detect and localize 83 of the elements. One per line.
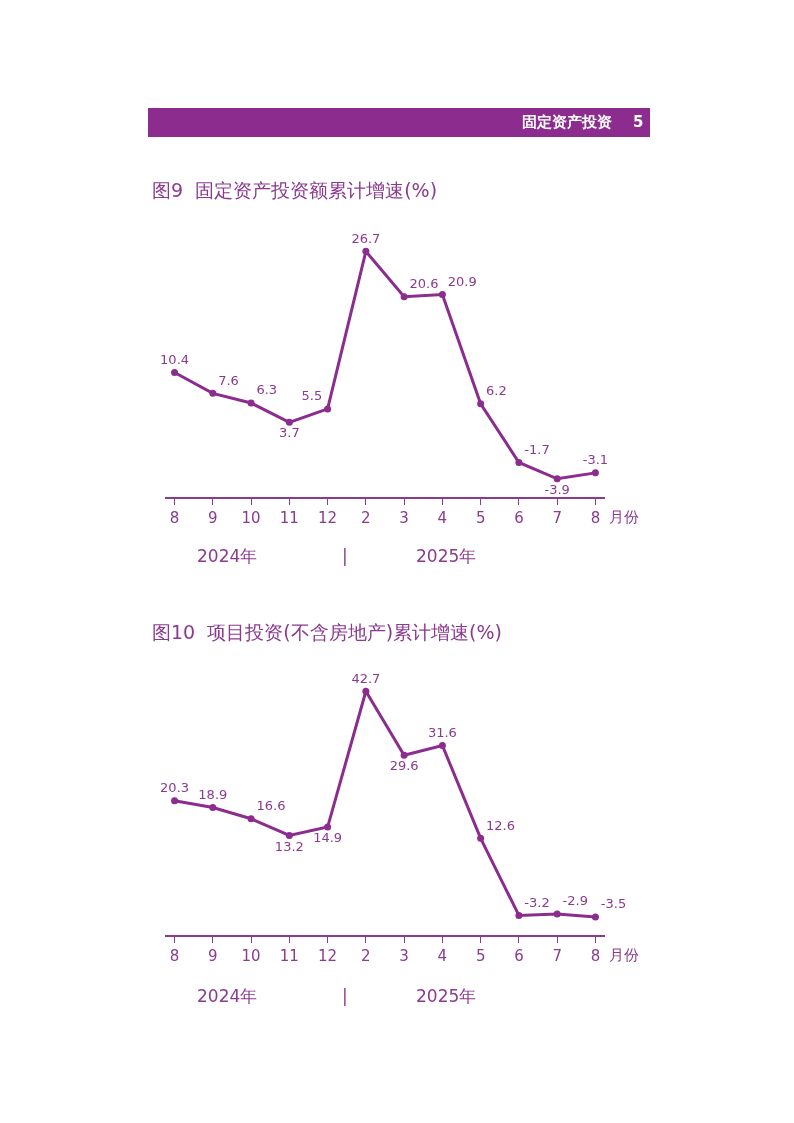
x-tick-label: 9 <box>208 508 218 527</box>
point <box>553 910 561 918</box>
data-label: 26.7 <box>351 230 381 246</box>
data-label: -3.2 <box>524 894 550 910</box>
x-tick-label: 4 <box>437 508 448 527</box>
point <box>362 247 370 255</box>
data-label: 42.7 <box>351 670 381 686</box>
text: 固定资产投资 5 <box>522 113 644 131</box>
point <box>171 369 179 377</box>
data-label: -1.7 <box>524 441 550 457</box>
text: 2025年 <box>416 546 477 566</box>
point <box>209 804 217 812</box>
data-label: 5.5 <box>301 388 323 404</box>
data-label: 10.4 <box>160 351 190 367</box>
point <box>400 751 408 759</box>
data-label: 12.6 <box>486 817 515 833</box>
x-tick-label: 5 <box>475 508 486 527</box>
chart-title: 图10 项目投资(不含房地产)累计增速(%) <box>152 621 502 643</box>
point <box>553 475 561 483</box>
text: 2024年 <box>197 546 258 566</box>
x-tick-label: 8 <box>590 946 601 965</box>
data-label: 29.6 <box>389 758 419 774</box>
data-label: 7.6 <box>218 372 239 388</box>
data-label: 18.9 <box>198 786 228 802</box>
data-label: 16.6 <box>256 798 286 814</box>
text: 2024年 <box>197 986 258 1006</box>
point <box>515 458 523 466</box>
x-tick-label: 12 <box>318 508 338 527</box>
data-label: -3.9 <box>544 481 570 497</box>
point <box>362 687 370 695</box>
x-tick-label: 7 <box>552 508 562 527</box>
chart-title: 图9 固定资产投资额累计增速(%) <box>152 179 438 201</box>
point <box>324 405 332 413</box>
x-tick-label: 8 <box>169 508 180 527</box>
point <box>477 400 485 408</box>
text: | <box>342 546 348 566</box>
x-axis-title: 月份 <box>609 946 639 964</box>
x-tick-label: 8 <box>590 508 601 527</box>
x-tick-label: 7 <box>552 946 562 965</box>
point <box>438 290 446 298</box>
x-tick-label: 2 <box>361 508 371 527</box>
point <box>247 399 255 407</box>
x-axis-title: 月份 <box>609 508 639 526</box>
x-tick-label: 5 <box>475 946 486 965</box>
point <box>591 913 599 921</box>
data-label: 20.3 <box>160 780 190 796</box>
x-tick-label: 11 <box>279 508 299 527</box>
x-tick-label: 4 <box>437 946 448 965</box>
point <box>247 815 255 823</box>
x-tick-label: 9 <box>208 946 218 965</box>
data-label: -2.9 <box>562 893 588 909</box>
point <box>324 823 332 831</box>
x-tick-label: 6 <box>514 946 524 965</box>
data-label: 13.2 <box>274 838 304 854</box>
x-tick-label: 11 <box>279 946 299 965</box>
x-tick-label: 2 <box>361 946 371 965</box>
data-label: 20.9 <box>447 273 477 289</box>
data-label: -3.1 <box>582 452 609 468</box>
data-label: 14.9 <box>313 830 343 846</box>
x-tick-label: 3 <box>399 508 409 527</box>
point <box>400 293 408 301</box>
point <box>438 742 446 749</box>
x-tick-label: 10 <box>241 946 261 965</box>
point <box>209 389 217 397</box>
x-tick-label: 6 <box>514 508 524 527</box>
x-tick-label: 12 <box>318 946 338 965</box>
point <box>591 469 599 477</box>
x-tick-label: 3 <box>399 946 409 965</box>
data-label: 6.3 <box>256 382 278 398</box>
data-label: 3.7 <box>279 425 300 441</box>
point <box>171 797 179 805</box>
x-tick-label: 10 <box>241 508 261 527</box>
text: | <box>342 986 348 1006</box>
point <box>515 911 523 919</box>
data-label: 31.6 <box>427 724 457 740</box>
point <box>285 418 293 426</box>
x-tick-label: 8 <box>169 946 180 965</box>
data-label: 20.6 <box>409 276 439 292</box>
data-label: 6.2 <box>486 383 507 399</box>
text: 2025年 <box>416 986 477 1006</box>
point <box>477 834 485 842</box>
data-label: -3.5 <box>600 896 627 912</box>
point <box>285 831 293 839</box>
